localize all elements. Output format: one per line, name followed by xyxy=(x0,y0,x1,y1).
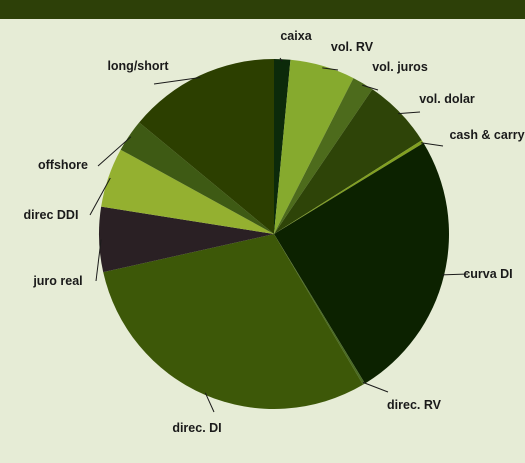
slice-labels: caixa vol. RV vol. juros vol. dolar cash & c… xyxy=(24,29,525,435)
slice-label-vol-juros: vol. juros xyxy=(372,60,428,74)
slice-label-caixa: caixa xyxy=(280,29,312,43)
slice-label-direc-ddi: direc DDI xyxy=(24,208,79,222)
leader-line-cash-carry xyxy=(420,142,444,147)
slice-label-curva-di: curva DI xyxy=(463,267,512,281)
slice-label-vol-rv: vol. RV xyxy=(331,40,374,54)
top-band xyxy=(0,0,525,19)
pie-slice-vol-rv xyxy=(274,59,354,234)
slice-label-direc-rv: direc. RV xyxy=(387,398,442,412)
leader-line-curva-di xyxy=(442,273,469,276)
pie-slice-juro-real xyxy=(98,206,274,273)
slice-label-offshore: offshore xyxy=(38,158,88,172)
pie-slice-curva-di xyxy=(274,143,450,384)
pie-slice-direc-rv xyxy=(274,234,365,385)
slice-label-direc-di: direc. DI xyxy=(172,421,221,435)
pie-slice-vol-dolar xyxy=(274,89,422,234)
pie-slice-vol-juros xyxy=(274,78,373,234)
pie-slice-direc-di xyxy=(103,234,364,410)
pie-slice-offshore xyxy=(120,122,275,234)
label-leader-lines xyxy=(89,57,469,413)
leader-line-vol-juros xyxy=(361,84,379,91)
leader-line-juro-real xyxy=(95,239,102,282)
leader-line-direc-rv xyxy=(362,381,389,393)
pie-slice-direc-ddi xyxy=(101,149,275,234)
slice-label-juro-real: juro real xyxy=(32,274,82,288)
pie-slice-long-short xyxy=(139,59,274,234)
pie-slice-cash-carry xyxy=(274,140,424,234)
leader-line-direc-ddi xyxy=(89,177,111,216)
slice-label-vol-dolar: vol. dolar xyxy=(419,92,475,106)
leader-line-vol-rv xyxy=(322,67,339,71)
pie-slice-caixa xyxy=(274,59,291,234)
leader-line-offshore xyxy=(97,136,132,167)
slice-label-cash-carry: cash & carry xyxy=(449,128,524,142)
leader-line-vol-dolar xyxy=(398,111,421,115)
pie-slices xyxy=(98,59,450,410)
leader-line-long-short xyxy=(153,77,201,85)
slice-label-long-short: long/short xyxy=(107,59,169,73)
leader-line-direc-di xyxy=(204,392,215,413)
leader-line-caixa xyxy=(279,57,283,62)
